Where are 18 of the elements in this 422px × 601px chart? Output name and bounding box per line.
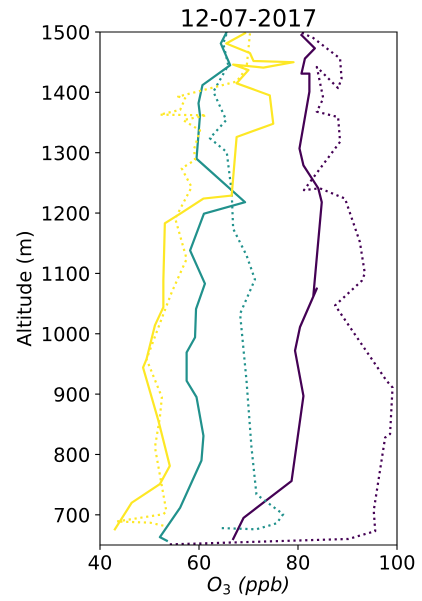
y-axis-title: Altitude (m) — [16, 232, 34, 346]
y-tick-label: 900 — [54, 387, 89, 402]
y-tick-label: 800 — [54, 447, 89, 462]
y-tick-label: 1400 — [42, 85, 89, 100]
line-series — [168, 32, 394, 545]
y-tick-label: 1300 — [42, 146, 89, 160]
x-tick-label: 40 — [88, 555, 112, 570]
y-tick-label: 1200 — [42, 206, 89, 221]
y-tick-label: 1000 — [42, 326, 89, 342]
x-tick-label: 60 — [188, 555, 210, 570]
x-tick-label: 80 — [286, 555, 310, 570]
y-tick-label: 1100 — [42, 266, 89, 282]
y-tick-label: 1500 — [42, 24, 89, 40]
line-series — [114, 32, 295, 530]
y-tick-label: 700 — [54, 508, 89, 522]
chart-title: 12-07-2017 — [182, 8, 316, 27]
x-axis-title: O$_{3}$ (ppb) — [208, 576, 288, 596]
x-tick-label: 100 — [380, 555, 414, 570]
